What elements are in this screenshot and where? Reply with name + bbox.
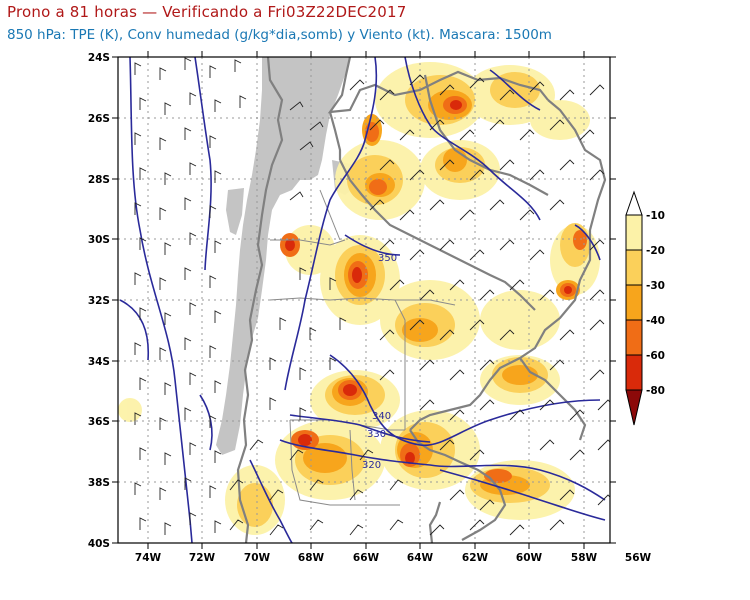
colorbar-cap-top bbox=[625, 190, 643, 216]
tpe-contours bbox=[119, 57, 606, 543]
lat-label-26s: 26S bbox=[88, 113, 110, 125]
lat-label-36s: 36S bbox=[88, 416, 110, 428]
colorbar-label-30: -30 bbox=[646, 280, 665, 292]
lat-label-32s: 32S bbox=[88, 295, 110, 307]
colorbar-label-10: -10 bbox=[646, 210, 665, 222]
lat-label-30s: 30S bbox=[88, 234, 110, 246]
colorbar-labels: -10 -20 -30 -40 -60 -80 bbox=[646, 210, 665, 397]
colorbar-swatch-1 bbox=[625, 214, 643, 251]
graticule bbox=[118, 57, 610, 543]
lon-label-64w: 64W bbox=[407, 552, 434, 564]
map-title: Prono a 81 horas — Verificando a Fri03Z2… bbox=[7, 3, 407, 21]
contour-label-350: 350 bbox=[378, 253, 397, 264]
lon-label-62w: 62W bbox=[462, 552, 489, 564]
colorbar-cap-bottom bbox=[625, 389, 643, 426]
lon-label-74w: 74W bbox=[135, 552, 162, 564]
contour-label-330: 330 bbox=[367, 429, 386, 440]
lon-label-58w: 58W bbox=[571, 552, 598, 564]
contour-label-340: 340 bbox=[372, 411, 391, 422]
lat-label-40s: 40S bbox=[88, 538, 110, 550]
colorbar-swatch-3 bbox=[625, 284, 643, 321]
map-subtitle: 850 hPa: TPE (K), Conv humedad (g/kg*dia… bbox=[7, 27, 552, 43]
lon-label-56w: 56W bbox=[625, 552, 652, 564]
lon-label-68w: 68W bbox=[298, 552, 325, 564]
colorbar-swatch-5 bbox=[625, 354, 643, 391]
colorbar-label-80: -80 bbox=[646, 385, 665, 397]
colorbar bbox=[625, 190, 643, 426]
colorbar-label-40: -40 bbox=[646, 315, 665, 327]
colorbar-label-20: -20 bbox=[646, 245, 665, 257]
contour-label-320: 320 bbox=[362, 460, 381, 471]
lat-label-38s: 38S bbox=[88, 477, 110, 489]
lon-label-70w: 70W bbox=[244, 552, 271, 564]
axis-ticks bbox=[112, 51, 616, 549]
colorbar-swatch-4 bbox=[625, 319, 643, 356]
longitude-labels: 74W 72W 70W 68W 66W 64W 62W 60W 58W 56W bbox=[135, 552, 652, 564]
wind-barbs bbox=[134, 57, 610, 536]
colorbar-label-60: -60 bbox=[646, 350, 665, 362]
latitude-labels: 24S 26S 28S 30S 32S 34S 36S 38S 40S bbox=[88, 52, 110, 550]
lon-label-66w: 66W bbox=[353, 552, 380, 564]
lat-label-28s: 28S bbox=[88, 174, 110, 186]
country-borders bbox=[236, 57, 607, 543]
lon-label-60w: 60W bbox=[516, 552, 543, 564]
lat-label-24s: 24S bbox=[88, 52, 110, 64]
lat-label-34s: 34S bbox=[88, 356, 110, 368]
lon-label-72w: 72W bbox=[189, 552, 216, 564]
map-plot-area: 350 340 330 320 bbox=[118, 57, 610, 543]
colorbar-swatch-2 bbox=[625, 249, 643, 286]
